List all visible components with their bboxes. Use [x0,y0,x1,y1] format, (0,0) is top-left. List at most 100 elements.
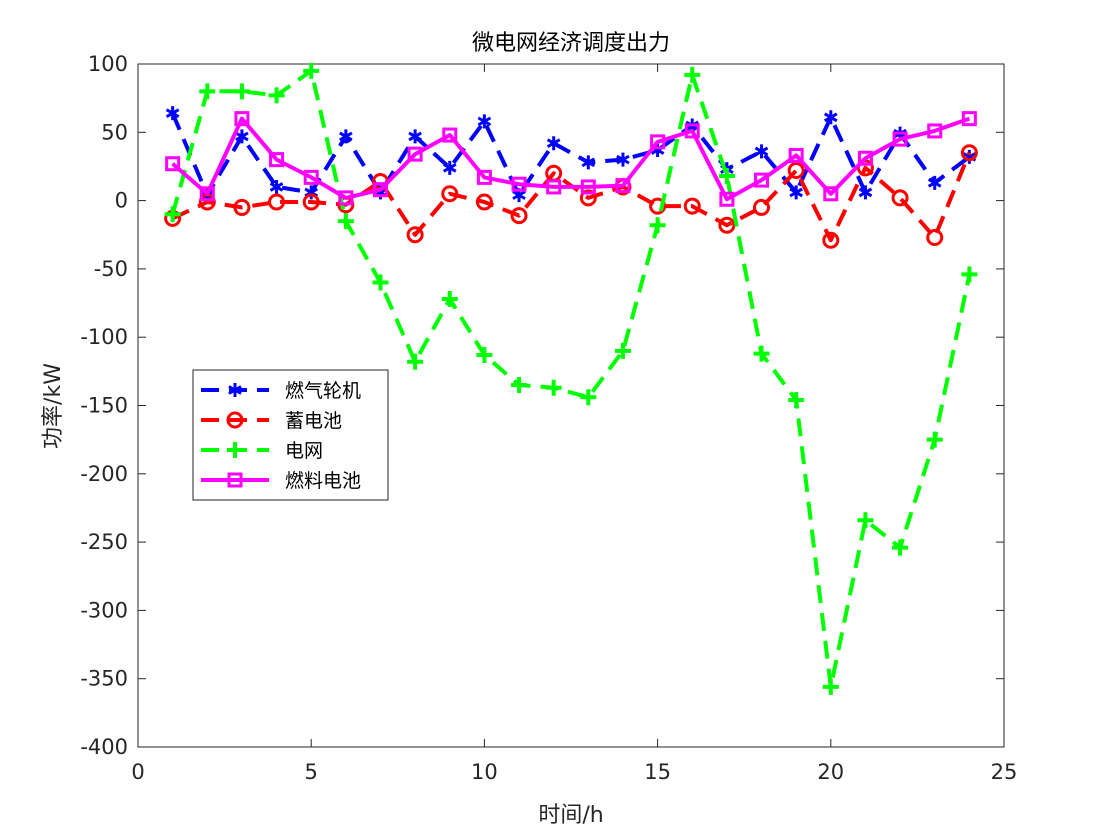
data-point [442,160,457,175]
data-point [164,206,181,223]
data-point [857,512,874,529]
x-tick-label: 0 [131,760,144,784]
data-point [476,169,492,185]
data-point [545,379,562,396]
x-tick-label: 15 [644,760,671,784]
y-tick-label: -250 [80,530,128,554]
legend-label: 燃气轮机 [285,380,361,402]
legend-label: 电网 [285,440,323,462]
data-point [927,123,943,139]
data-point [891,189,909,207]
data-point [788,148,804,164]
data-point [684,123,700,139]
data-point [926,431,943,448]
y-tick-label: 0 [115,189,128,213]
axis-ticks: 0 5 10 15 20 25 -400 -350 -300 -250 -200 -150 -100 -5… [80,52,1017,784]
data-point [581,155,596,170]
data-point [580,179,596,195]
data-point [616,152,630,167]
data-point [199,186,215,202]
data-point [337,213,354,230]
data-point [476,346,493,363]
y-tick-label: -50 [94,257,128,281]
data-point [892,131,908,147]
data-point [754,144,769,159]
legend-marker [228,383,242,397]
data-point [511,377,528,394]
data-point [233,198,251,216]
data-point [650,134,666,150]
series-3 [164,62,978,695]
data-point [614,342,631,359]
x-axis-label: 时间/h [538,803,603,828]
y-tick-label: -200 [80,462,128,486]
data-point [372,274,389,291]
data-point [165,106,180,121]
data-point [338,190,354,206]
data-point [718,168,735,185]
data-point [235,129,249,144]
data-point [303,169,319,185]
y-tick-label: 100 [88,52,128,76]
data-point [649,197,667,215]
data-point [407,353,424,370]
legend-item: 燃料电池 [201,470,361,492]
legend-item: 电网 [201,440,323,462]
data-point [822,678,839,695]
data-point [268,193,286,211]
data-point [580,389,597,406]
data-point [269,152,285,168]
series-layer [164,62,978,695]
legend-label: 燃料电池 [285,470,361,492]
y-tick-label: -150 [80,394,128,418]
data-point [857,150,873,166]
data-point [649,217,666,234]
legend-marker [226,411,244,429]
data-point [339,129,353,144]
data-point [822,231,840,249]
data-point [372,182,388,198]
data-point [718,216,736,234]
data-point [442,127,458,143]
data-point [441,185,459,203]
data-point [753,345,770,362]
data-point [234,111,250,127]
data-point [510,207,528,225]
data-point [165,156,181,172]
data-point [199,83,216,100]
data-point [719,191,735,207]
data-point [960,144,978,162]
data-point [477,114,492,129]
data-point [788,392,805,409]
data-point [683,197,701,215]
legend-item: 蓄电池 [201,410,342,432]
data-point [302,193,320,211]
data-point [615,178,631,194]
data-point [753,198,771,216]
y-axis-label: 功率/kW [41,363,66,449]
data-point [787,162,805,180]
series-line [170,68,972,689]
data-point [961,111,977,127]
data-point [475,193,493,211]
data-point [269,179,284,194]
data-point [441,290,458,307]
legend-marker [227,442,243,458]
data-point [926,228,944,246]
legend-label: 蓄电池 [285,410,342,432]
y-tick-label: -400 [80,735,128,759]
series-line [170,112,971,198]
x-tick-label: 10 [471,760,498,784]
x-tick-label: 5 [305,760,318,784]
data-point [408,129,422,144]
data-point [823,186,839,202]
chart-title: 微电网经济调度出力 [472,31,670,56]
data-point [268,87,285,104]
data-point [579,189,597,207]
series-1 [165,106,977,203]
data-point [927,175,942,190]
data-point [684,66,701,83]
data-point [303,62,320,79]
